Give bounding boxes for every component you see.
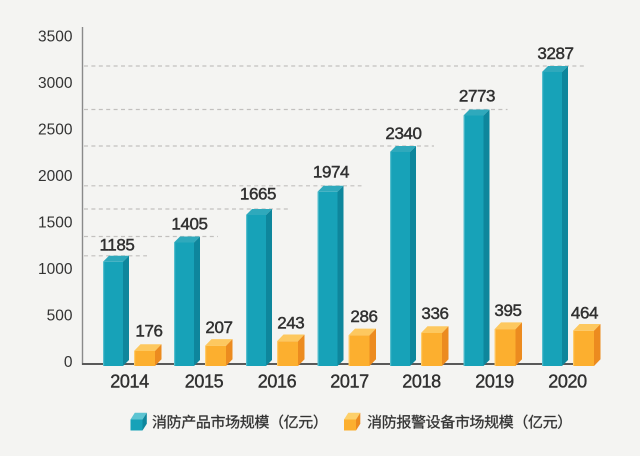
svg-text:1185: 1185 — [100, 235, 135, 254]
svg-text:2015: 2015 — [185, 372, 224, 392]
svg-text:3500: 3500 — [38, 29, 73, 46]
svg-text:3000: 3000 — [38, 75, 73, 92]
svg-text:3287: 3287 — [537, 44, 573, 63]
svg-text:2773: 2773 — [459, 87, 495, 106]
svg-text:2500: 2500 — [38, 122, 73, 139]
svg-text:243: 243 — [277, 314, 304, 333]
svg-text:336: 336 — [421, 304, 448, 323]
svg-text:2018: 2018 — [402, 372, 441, 392]
svg-text:2340: 2340 — [385, 124, 421, 143]
svg-text:1000: 1000 — [38, 261, 73, 278]
svg-text:286: 286 — [350, 307, 377, 326]
svg-text:464: 464 — [571, 304, 598, 323]
svg-text:2014: 2014 — [110, 372, 149, 392]
svg-text:207: 207 — [205, 318, 232, 337]
svg-text:2019: 2019 — [475, 372, 514, 392]
svg-text:1405: 1405 — [171, 214, 207, 233]
svg-text:1974: 1974 — [313, 163, 349, 182]
svg-text:2000: 2000 — [38, 168, 73, 185]
svg-text:395: 395 — [494, 301, 521, 320]
svg-text:0: 0 — [64, 354, 73, 371]
svg-text:1500: 1500 — [38, 215, 73, 232]
svg-text:500: 500 — [47, 307, 73, 324]
svg-text:2016: 2016 — [258, 372, 297, 392]
svg-text:176: 176 — [135, 322, 162, 341]
svg-text:2017: 2017 — [330, 372, 369, 392]
svg-text:1665: 1665 — [240, 185, 276, 204]
svg-text:2020: 2020 — [548, 372, 587, 392]
